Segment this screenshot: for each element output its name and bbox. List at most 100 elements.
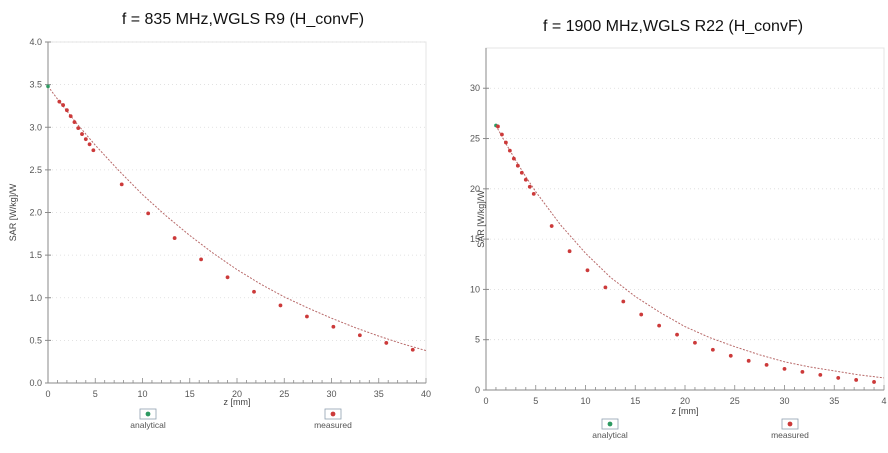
measured-point (76, 126, 81, 131)
measured-legend-marker (330, 411, 336, 417)
measured-point (80, 132, 84, 136)
y-tick-label: 3.0 (29, 122, 42, 132)
measured-point (305, 314, 309, 319)
analytical-point (46, 84, 50, 89)
x-tick-label: 0 (45, 389, 50, 399)
measured-point (800, 369, 805, 374)
measured-point (91, 148, 96, 153)
measured-point (331, 324, 336, 329)
y-tick-label: 25 (470, 134, 480, 144)
x-tick-label: 0 (483, 396, 488, 406)
measured-point (549, 224, 554, 228)
measured-point (872, 380, 876, 384)
measured-point (507, 148, 512, 153)
measured-point (278, 303, 283, 308)
measured-point (818, 373, 823, 377)
measured-point (746, 358, 751, 363)
x-tick-label: 5 (533, 396, 538, 406)
y-tick-label: 10 (470, 284, 480, 294)
y-tick-label: 0 (475, 385, 480, 395)
measured-point (68, 114, 73, 119)
measured-legend-marker (787, 421, 793, 427)
x-axis-label: z [mm] (672, 406, 699, 416)
y-axis-label: SAR [W/kg]/W (8, 183, 18, 241)
measured-point (65, 108, 69, 113)
measured-point (225, 275, 230, 280)
x-tick-label: 40 (421, 389, 431, 399)
measured-point (519, 170, 524, 175)
analytical-legend-item: analytical (592, 418, 628, 440)
measured-point (119, 182, 124, 187)
measured-point (621, 299, 626, 304)
y-tick-label: 20 (470, 184, 480, 194)
y-tick-label: 2.0 (29, 208, 42, 218)
measured-point (782, 366, 787, 371)
measured-point (83, 137, 88, 142)
measured-point (523, 177, 528, 182)
x-tick-label: 30 (326, 389, 336, 399)
measured-legend-label: measured (771, 430, 809, 440)
measured-point (675, 332, 679, 337)
measured-point (527, 184, 532, 189)
x-tick-label: 30 (779, 396, 789, 406)
measured-point (252, 289, 256, 294)
y-tick-label: 4.0 (29, 37, 42, 47)
chart-2: f = 1900 MHz,WGLS R22 (H_convF) 0 5 10 15 20 2… (470, 18, 887, 440)
measured-point (172, 236, 177, 240)
chart-title: f = 1900 MHz,WGLS R22 (H_convF) (543, 18, 803, 35)
x-tick-label: 35 (829, 396, 839, 406)
measured-point (693, 340, 697, 345)
measured-legend-item: measured (314, 408, 352, 430)
analytical-curve (47, 86, 427, 352)
analytical-legend-marker (145, 411, 151, 417)
y-tick-label: 1.5 (29, 250, 42, 260)
measured-point (710, 347, 715, 352)
measured-point (764, 362, 769, 367)
measured-point (836, 376, 841, 380)
measured-point (496, 124, 500, 129)
analytical-legend-label: analytical (592, 430, 628, 440)
measured-point (357, 333, 362, 338)
x-axis-label: z [mm] (224, 397, 251, 407)
measured-point (61, 103, 66, 107)
analytical-legend-swatch (601, 418, 619, 430)
y-tick-label: 30 (470, 83, 480, 93)
plot-frame (485, 47, 885, 391)
y-tick-label: 15 (470, 234, 480, 244)
measured-legend-swatch (781, 418, 799, 430)
measured-point (87, 142, 92, 147)
measured-point (567, 249, 572, 254)
x-tick-label: 35 (374, 389, 384, 399)
x-tick-label: 15 (630, 396, 640, 406)
y-tick-label: 3.5 (29, 80, 42, 90)
x-tick-label: 20 (680, 396, 690, 406)
measured-point (504, 140, 508, 145)
measured-point (585, 268, 590, 273)
x-tick-label: 5 (93, 389, 98, 399)
x-tick-label: 10 (580, 396, 590, 406)
measured-point (531, 191, 536, 196)
analytical-curve (495, 125, 885, 379)
chart-title: f = 835 MHz,WGLS R9 (H_convF) (122, 11, 364, 28)
measured-legend-label: measured (314, 420, 352, 430)
measured-legend-swatch (324, 408, 342, 420)
x-tick-label: 10 (137, 389, 147, 399)
measured-point (515, 163, 520, 168)
y-tick-label: 5 (475, 335, 480, 345)
measured-point (410, 347, 415, 352)
x-tick-label: 20 (232, 389, 242, 399)
measured-point (500, 132, 504, 137)
analytical-legend-item: analytical (130, 408, 166, 430)
measured-point (57, 99, 62, 104)
y-tick-label: 1.0 (29, 293, 42, 303)
y-tick-label: 0.0 (29, 378, 42, 388)
y-axis-label: SAR [W/kg]/W (476, 190, 486, 248)
measured-point (854, 378, 859, 382)
analytical-legend-label: analytical (130, 420, 166, 430)
chart-1: f = 835 MHz,WGLS R9 (H_convF) 0.0 0.5 1.0 1.… (8, 11, 431, 430)
x-tick-label: 15 (185, 389, 195, 399)
measured-point (639, 312, 644, 317)
x-tick-label: 25 (730, 396, 740, 406)
